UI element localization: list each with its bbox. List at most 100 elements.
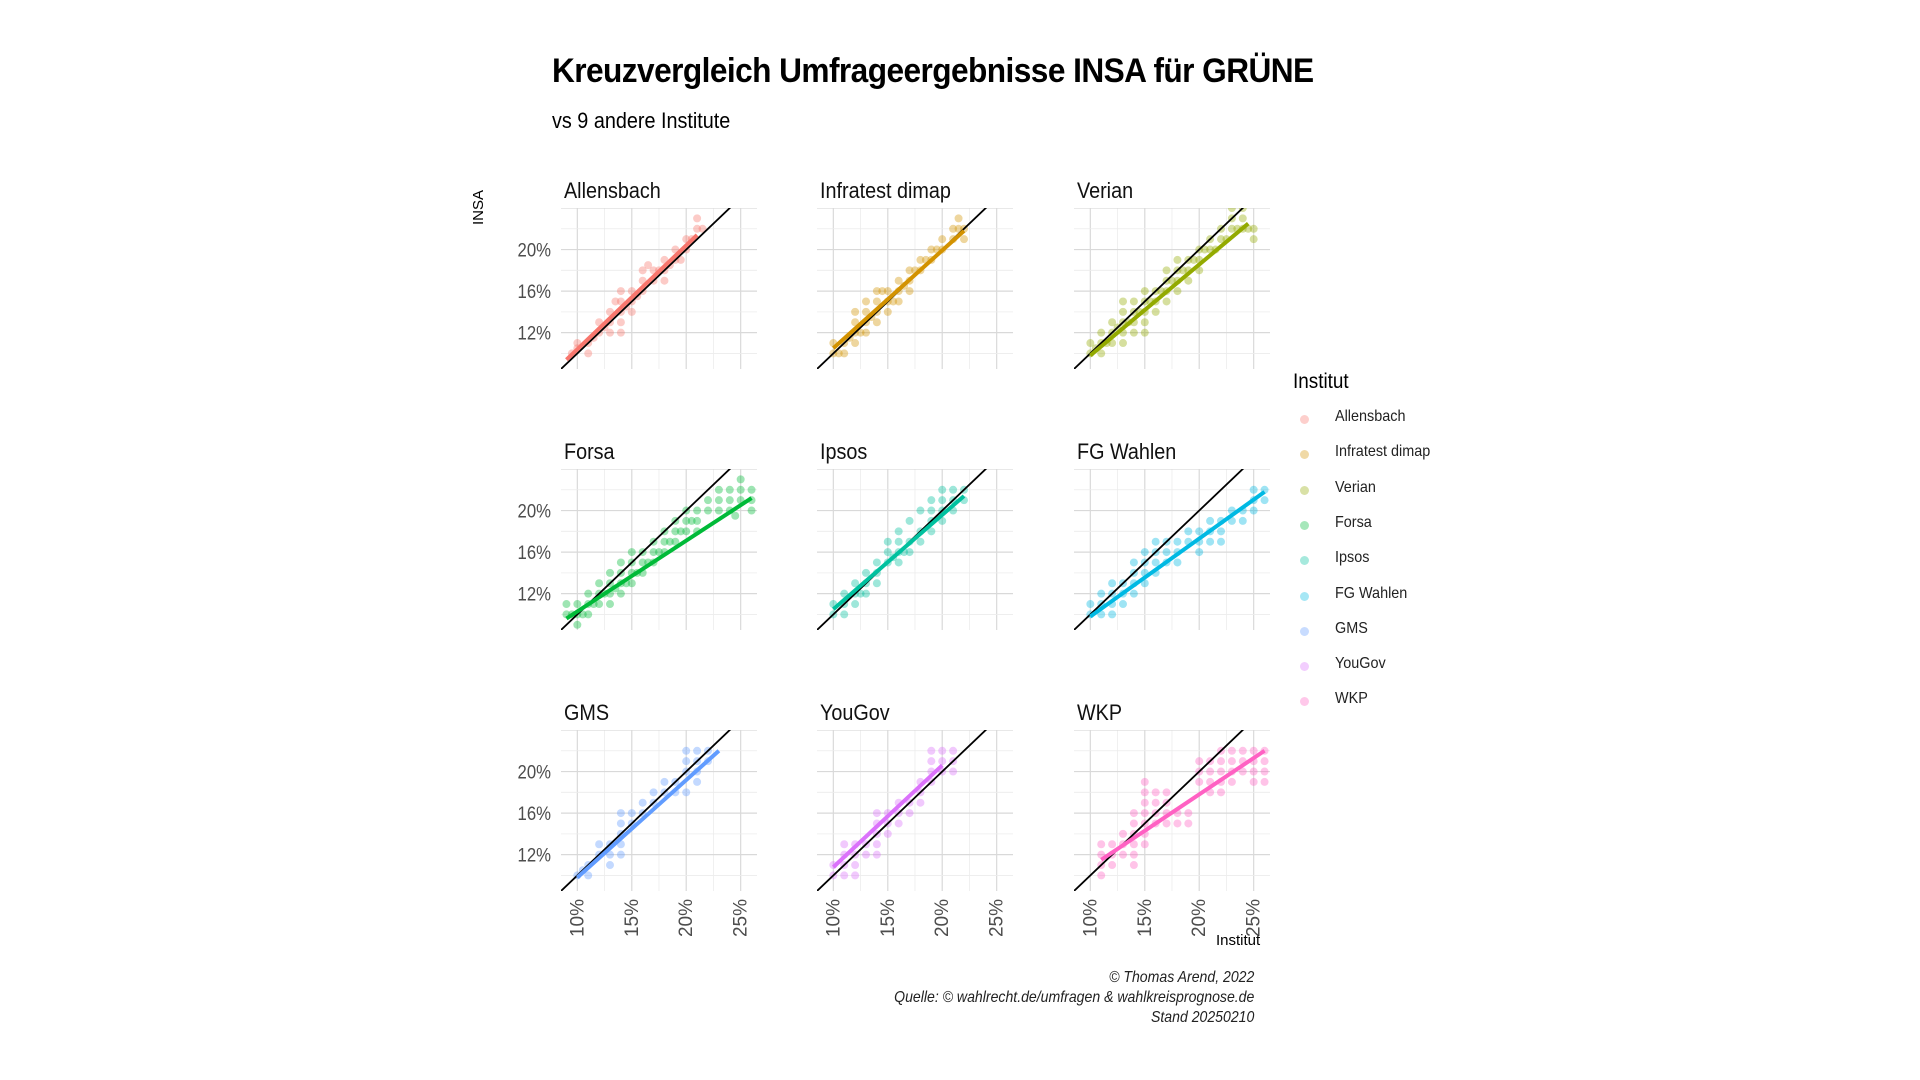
x-tick-label: 15%: [878, 899, 899, 937]
legend-label: GMS: [1335, 619, 1368, 637]
data-point: [671, 537, 680, 546]
legend-swatch: [1300, 556, 1309, 566]
data-point: [949, 224, 958, 233]
data-point: [938, 485, 947, 494]
data-point: [872, 318, 881, 327]
x-tick-label: 20%: [932, 899, 953, 937]
data-point: [1162, 819, 1171, 828]
facet-plot-area: [561, 208, 757, 369]
data-point: [1097, 871, 1106, 880]
data-point: [1217, 788, 1225, 797]
data-point: [1173, 558, 1182, 567]
data-point: [584, 589, 593, 598]
data-point: [1140, 798, 1149, 807]
data-point: [693, 214, 702, 223]
data-point: [1195, 527, 1204, 536]
data-point: [584, 349, 593, 358]
data-point: [883, 537, 892, 546]
legend-swatch: [1300, 591, 1309, 601]
legend-swatch: [1300, 626, 1309, 636]
data-point: [1162, 297, 1171, 306]
facet-plot-area: [817, 208, 1013, 369]
facet-plot-area: [817, 730, 1013, 891]
legend-label: YouGov: [1335, 655, 1386, 673]
data-point: [905, 266, 914, 275]
data-point: [872, 297, 881, 306]
x-tick-label: 10%: [823, 899, 844, 937]
data-point: [704, 506, 712, 515]
data-point: [616, 328, 625, 337]
data-point: [916, 537, 925, 546]
data-point: [606, 328, 614, 337]
data-point: [1129, 840, 1138, 849]
data-point: [905, 809, 914, 818]
data-point: [644, 261, 653, 270]
x-axis-label: Institut: [1216, 932, 1261, 949]
data-point: [1129, 809, 1138, 818]
legend-label: FG Wahlen: [1335, 584, 1408, 602]
data-point: [938, 757, 947, 766]
data-point: [889, 297, 898, 306]
data-point: [872, 287, 881, 296]
facet-plot-area: [561, 469, 757, 630]
facet-title: Verian: [1077, 179, 1133, 203]
data-point: [851, 871, 860, 880]
legend-swatch: [1300, 415, 1309, 424]
data-point: [894, 537, 903, 546]
reference-line: [1074, 730, 1245, 891]
data-point: [616, 589, 625, 598]
reference-line: [817, 730, 988, 891]
legend-label: WKP: [1335, 690, 1368, 708]
data-point: [1173, 255, 1182, 264]
legend-label: Verian: [1335, 478, 1376, 496]
facet-plot-area: [1074, 730, 1270, 891]
caption: © Thomas Arend, 2022 Quelle: © wahlrecht…: [894, 968, 1254, 1028]
data-point: [1108, 840, 1117, 849]
data-point: [665, 537, 674, 546]
caption-date: Stand 20250210: [1150, 1009, 1254, 1026]
data-point: [655, 548, 663, 557]
data-point: [616, 287, 625, 296]
data-point: [693, 506, 702, 515]
data-point: [736, 475, 745, 484]
data-point: [883, 829, 892, 838]
data-point: [693, 746, 702, 755]
data-point: [1162, 266, 1171, 275]
data-point: [954, 224, 963, 233]
facet-plot-area: [1074, 469, 1270, 630]
x-tick-label: 25%: [987, 899, 1008, 937]
data-point: [573, 620, 582, 629]
y-tick-label: 16%: [518, 281, 552, 302]
data-point: [1217, 767, 1225, 776]
facet-infratest-dimap: Infratest dimap: [817, 179, 1013, 369]
data-point: [676, 255, 685, 264]
data-point: [1097, 840, 1106, 849]
data-point: [949, 485, 958, 494]
data-point: [616, 809, 625, 818]
y-tick-label: 12%: [518, 584, 552, 605]
trend-line: [1089, 490, 1266, 619]
legend-label: Forsa: [1335, 513, 1372, 531]
data-point: [578, 610, 587, 619]
data-point: [573, 600, 582, 609]
data-point: [649, 788, 658, 797]
data-point: [872, 579, 881, 588]
data-point: [1200, 245, 1209, 254]
data-point: [894, 558, 903, 567]
data-point: [834, 349, 843, 358]
facet-title: GMS: [564, 701, 609, 725]
y-axis-label: INSA: [470, 189, 487, 225]
data-point: [638, 558, 647, 567]
data-point: [1140, 548, 1149, 557]
data-point: [1151, 788, 1160, 797]
data-point: [725, 496, 734, 505]
data-point: [883, 307, 892, 316]
data-point: [927, 746, 936, 755]
data-point: [1140, 318, 1149, 327]
data-point: [1097, 589, 1106, 598]
data-point: [938, 746, 947, 755]
data-point: [747, 485, 756, 494]
data-point: [1217, 235, 1225, 244]
legend-label: Ipsos: [1335, 549, 1370, 567]
data-point: [682, 746, 691, 755]
